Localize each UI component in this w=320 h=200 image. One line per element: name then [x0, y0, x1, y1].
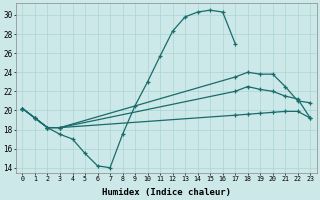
X-axis label: Humidex (Indice chaleur): Humidex (Indice chaleur) — [102, 188, 231, 197]
